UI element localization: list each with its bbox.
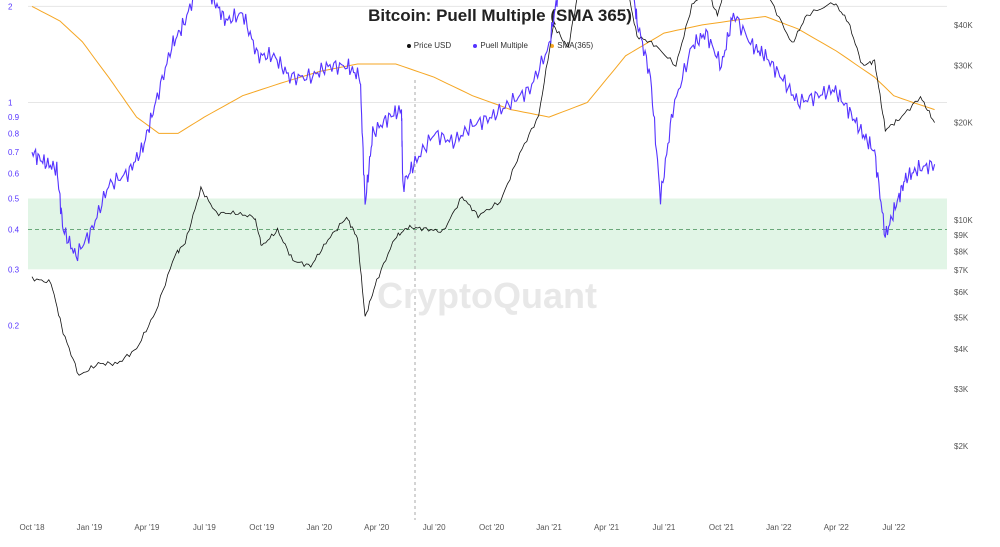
- y-left-tick-label: 0.4: [8, 225, 20, 234]
- price-usd-line: [31, 0, 935, 376]
- y-right-tick-label: $9K: [954, 231, 969, 240]
- y-right-tick-label: $20K: [954, 119, 973, 128]
- x-tick-label: Apr '22: [824, 523, 850, 532]
- x-tick-label: Jul '21: [653, 523, 676, 532]
- sma-365-line: [31, 5, 935, 134]
- y-left-tick-label: 2: [8, 2, 13, 11]
- y-left-tick-label: 1: [8, 98, 13, 107]
- y-right-tick-label: $40K: [954, 21, 973, 30]
- x-tick-label: Jan '20: [306, 523, 332, 532]
- legend-dot-sma-icon: [550, 43, 555, 48]
- x-tick-label: Jul '22: [882, 523, 905, 532]
- puell-multiple-line: [31, 0, 936, 262]
- x-tick-label: Oct '21: [709, 523, 735, 532]
- x-tick-label: Oct '19: [249, 523, 275, 532]
- legend-label-puell: Puell Multiple: [480, 41, 528, 50]
- watermark: CryptoQuant: [377, 275, 597, 316]
- y-right-tick-label: $5K: [954, 313, 969, 322]
- y-right-tick-label: $30K: [954, 62, 973, 71]
- y-right-tick-label: $7K: [954, 266, 969, 275]
- x-tick-label: Oct '18: [19, 523, 45, 532]
- y-left-tick-label: 0.3: [8, 265, 20, 274]
- x-tick-label: Jan '21: [536, 523, 562, 532]
- y-right-tick-label: $6K: [954, 288, 969, 297]
- x-tick-label: Jul '20: [423, 523, 446, 532]
- legend-dot-puell-icon: [473, 43, 478, 48]
- y-right-tick-label: $8K: [954, 247, 969, 256]
- y-right-tick-label: $2K: [954, 442, 969, 451]
- x-tick-label: Oct '20: [479, 523, 505, 532]
- y-left-tick-label: 0.9: [8, 113, 20, 122]
- low-risk-zone: [28, 198, 947, 270]
- x-tick-label: Jul '19: [193, 523, 216, 532]
- x-tick-label: Apr '19: [134, 523, 160, 532]
- y-right-tick-label: $10K: [954, 216, 973, 225]
- legend: Price USD Puell Multiple SMA(365): [0, 41, 1000, 50]
- legend-label-sma: SMA(365): [557, 41, 594, 50]
- y-left-tick-label: 0.7: [8, 148, 20, 157]
- y-left-tick-label: 0.5: [8, 195, 20, 204]
- x-tick-label: Apr '21: [594, 523, 620, 532]
- y-left-tick-label: 0.6: [8, 169, 20, 178]
- legend-item-price[interactable]: Price USD: [406, 41, 452, 50]
- legend-item-puell[interactable]: Puell Multiple: [473, 41, 528, 50]
- legend-item-sma[interactable]: SMA(365): [550, 41, 593, 50]
- y-right-tick-label: $4K: [954, 345, 969, 354]
- y-left-tick-label: 0.8: [8, 129, 20, 138]
- y-right-tick-label: $3K: [954, 385, 969, 394]
- x-tick-label: Jan '22: [766, 523, 792, 532]
- x-tick-label: Jan '19: [77, 523, 103, 532]
- chart-title: Bitcoin: Puell Multiple (SMA 365): [368, 6, 632, 25]
- y-left-tick-label: 0.2: [8, 322, 20, 331]
- x-tick-label: Apr '20: [364, 523, 390, 532]
- legend-dot-price-icon: [406, 43, 411, 48]
- legend-label-price: Price USD: [413, 41, 452, 50]
